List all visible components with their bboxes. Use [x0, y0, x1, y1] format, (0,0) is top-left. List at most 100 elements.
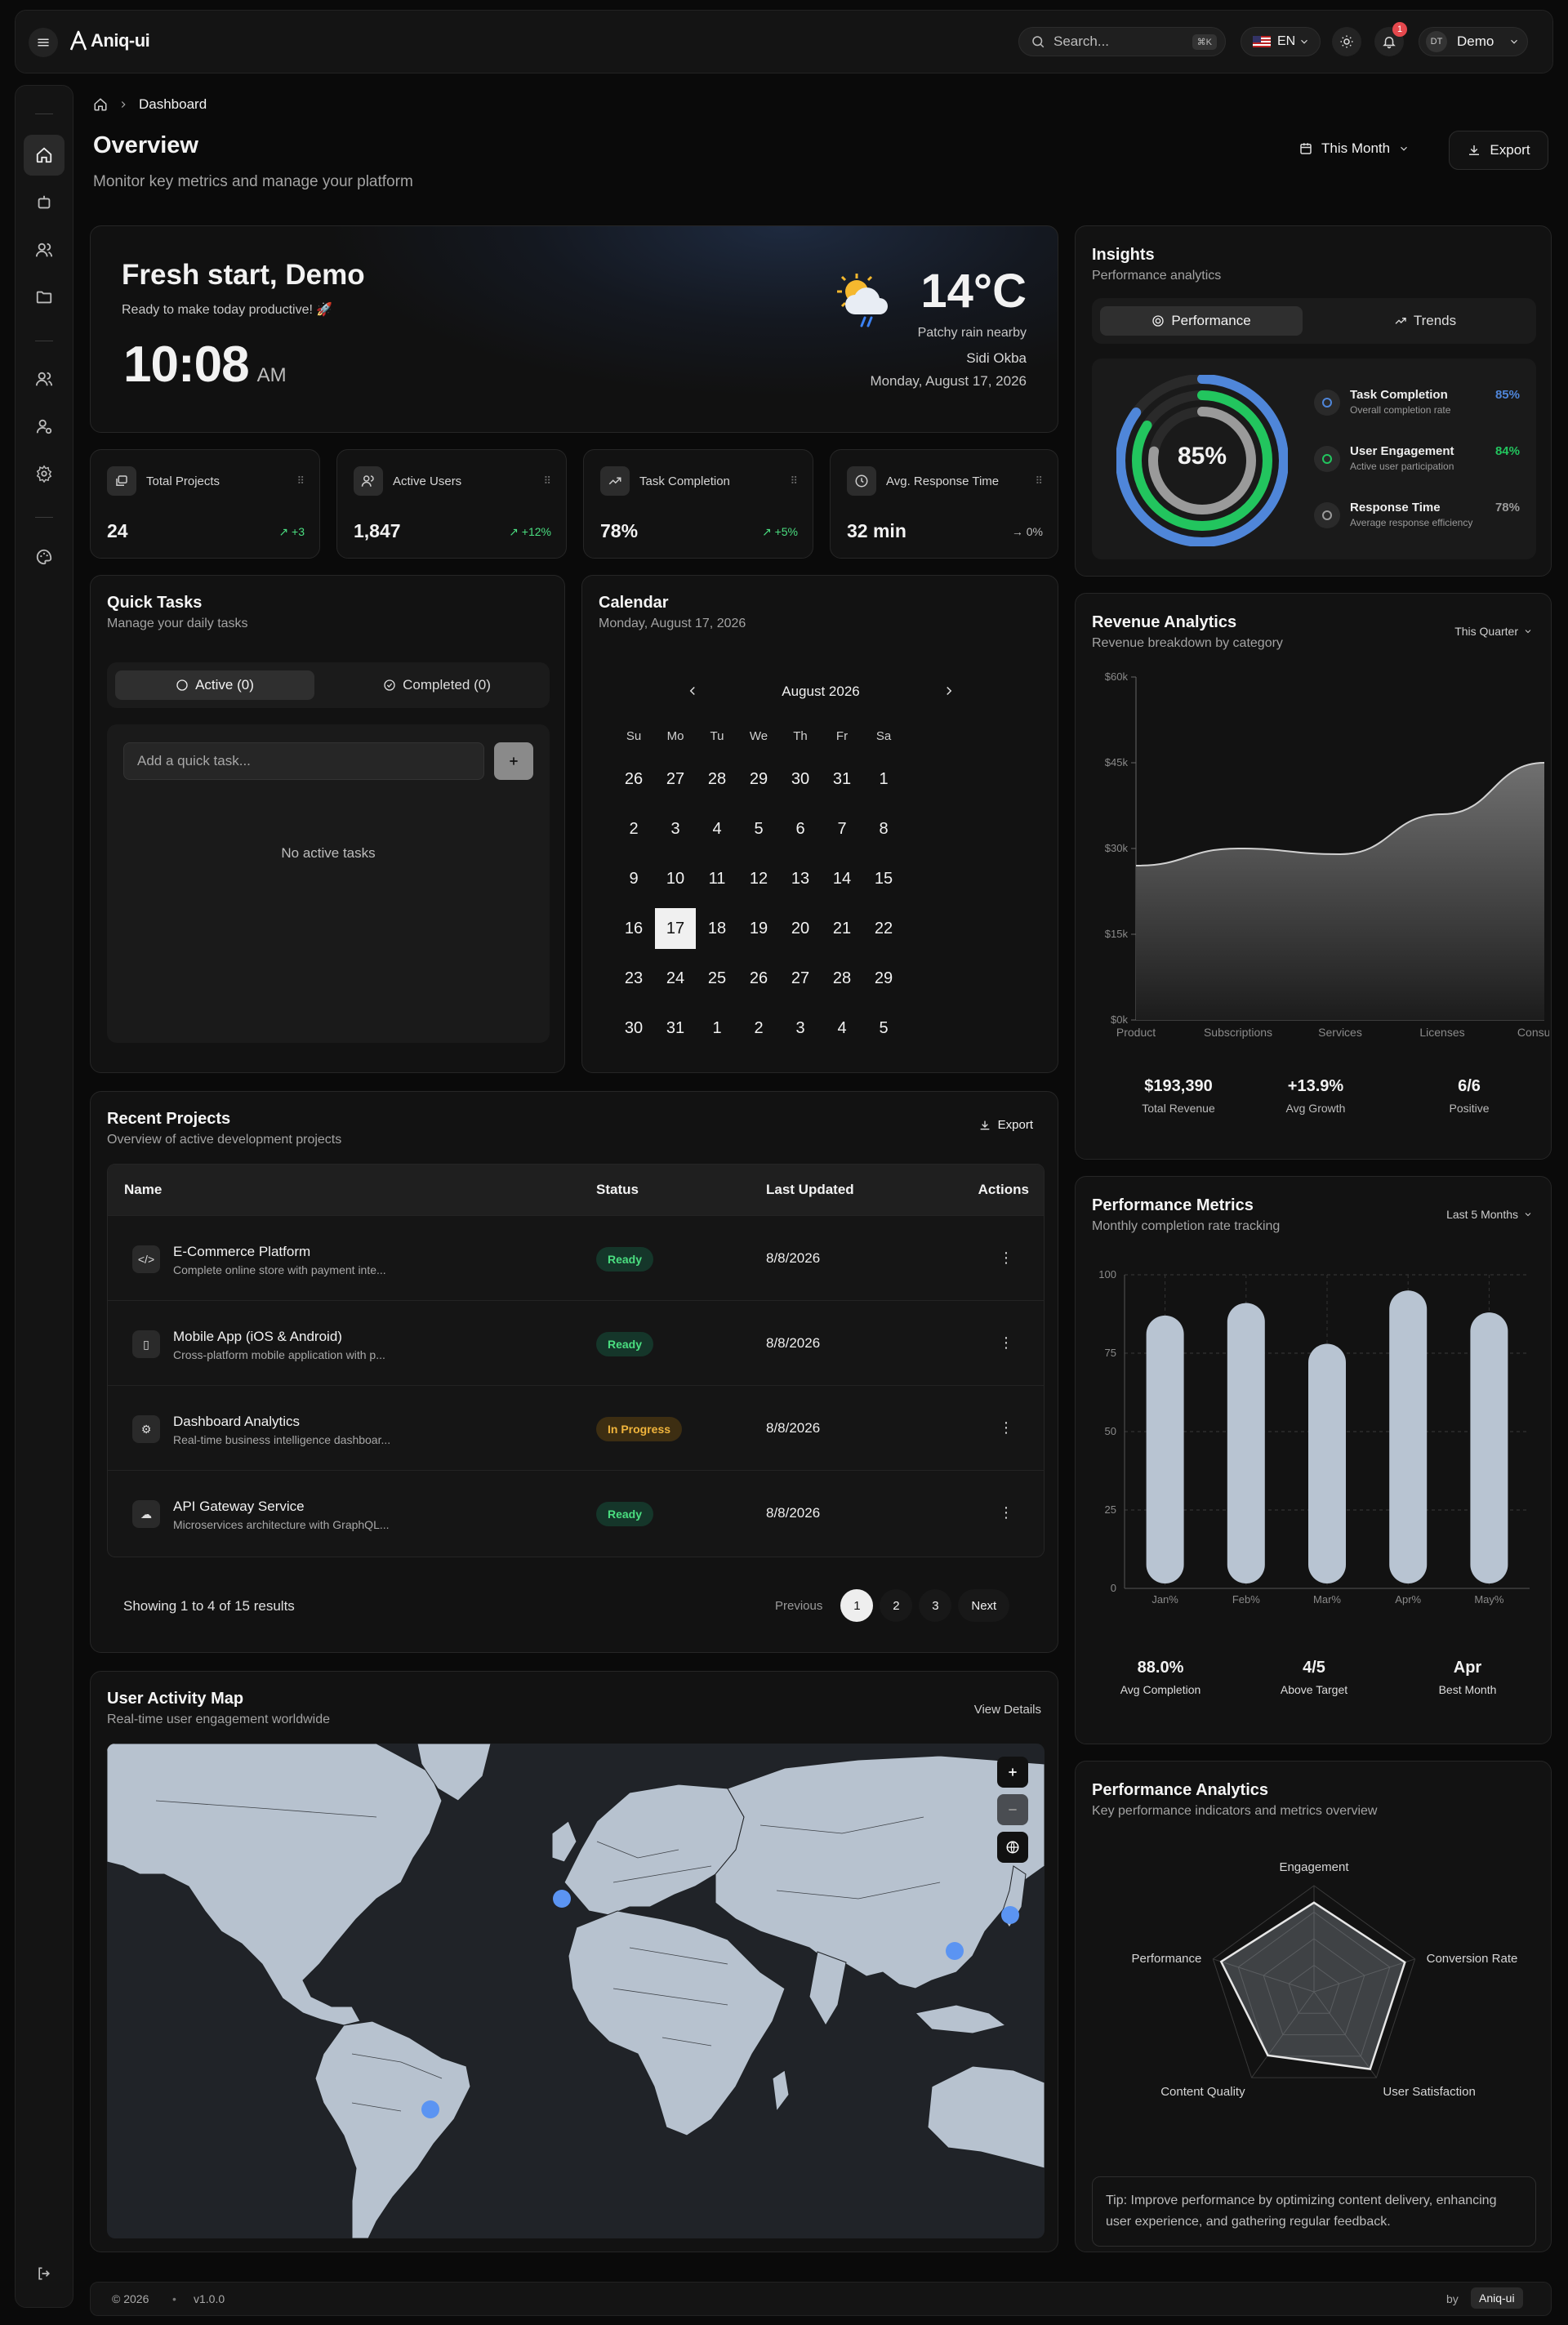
sidebar-item-home[interactable]	[24, 135, 65, 176]
calendar-day[interactable]: 25	[707, 969, 727, 987]
calendar-day[interactable]: 23	[624, 969, 644, 987]
zoom-in-button[interactable]	[997, 1757, 1028, 1788]
calendar-day[interactable]: 18	[707, 919, 727, 938]
table-row[interactable]: ☁ API Gateway Service Microservices archit…	[108, 1470, 1044, 1555]
sidebar-item-users[interactable]	[24, 359, 65, 399]
period-selector[interactable]: This Month	[1285, 131, 1418, 167]
menu-toggle-button[interactable]	[29, 28, 58, 57]
activity-marker[interactable]	[1001, 1906, 1019, 1924]
calendar-day[interactable]: 6	[795, 819, 805, 838]
chevron-right-icon[interactable]	[942, 684, 956, 698]
calendar-day[interactable]: 7	[837, 819, 847, 838]
notifications-button[interactable]: 1	[1374, 22, 1407, 56]
world-map[interactable]	[107, 1744, 1045, 2238]
calendar-day[interactable]: 2	[754, 1018, 764, 1037]
home-icon[interactable]	[93, 97, 108, 112]
tab-active-tasks[interactable]: Active (0)	[115, 670, 314, 700]
revenue-period-selector[interactable]: This Quarter	[1454, 625, 1533, 638]
calendar-day[interactable]: 21	[832, 919, 852, 938]
calendar-day[interactable]: 11	[708, 869, 726, 888]
pagination-next[interactable]: Next	[958, 1589, 1010, 1622]
table-row[interactable]: ▯ Mobile App (iOS & Android) Cross-platfor…	[108, 1300, 1044, 1385]
pagination-page-1[interactable]: 1	[840, 1589, 874, 1622]
search-input[interactable]: Search...	[1054, 33, 1110, 49]
calendar-day[interactable]: 2	[629, 819, 639, 838]
calendar-day[interactable]: 13	[791, 869, 810, 888]
calendar-day[interactable]: 30	[624, 1018, 644, 1037]
logo[interactable]: Aniq-ui	[69, 30, 150, 51]
calendar-day[interactable]: 5	[754, 819, 764, 838]
calendar-day[interactable]: 29	[874, 969, 893, 987]
calendar-day[interactable]: 30	[791, 769, 810, 788]
calendar-day[interactable]: 19	[749, 919, 768, 938]
calendar-day[interactable]: 31	[832, 769, 852, 788]
calendar-day[interactable]: 1	[879, 769, 889, 788]
activity-marker[interactable]	[421, 2100, 439, 2118]
export-button[interactable]: Export	[1449, 131, 1548, 170]
calendar-day[interactable]: 5	[879, 1018, 889, 1037]
calendar-day[interactable]: 20	[791, 919, 810, 938]
drag-handle-icon[interactable]: ⠿	[296, 474, 305, 487]
calendar-day[interactable]: 29	[749, 769, 768, 788]
user-menu[interactable]: DT Demo	[1419, 27, 1528, 56]
view-details-link[interactable]: View Details	[973, 1703, 1041, 1717]
activity-marker[interactable]	[946, 1942, 964, 1960]
calendar-day[interactable]: 24	[666, 969, 685, 987]
sidebar-item-ai[interactable]	[24, 182, 65, 223]
pagination-previous[interactable]: Previous	[775, 1598, 823, 1613]
sidebar-item-settings[interactable]	[24, 453, 65, 494]
more-vertical-icon[interactable]: ⋮	[999, 1334, 1013, 1351]
tab-trends[interactable]: Trends	[1324, 306, 1526, 336]
sidebar-item-files[interactable]	[24, 277, 65, 318]
sidebar-item-themes[interactable]	[24, 537, 65, 577]
calendar-day[interactable]: 4	[712, 819, 722, 838]
activity-marker[interactable]	[553, 1890, 571, 1908]
drag-handle-icon[interactable]: ⠿	[790, 474, 798, 487]
calendar-day[interactable]: 1	[712, 1018, 722, 1037]
bar[interactable]	[1227, 1303, 1265, 1583]
calendar-day[interactable]: 26	[749, 969, 768, 987]
tab-completed-tasks[interactable]: Completed (0)	[337, 670, 537, 700]
reset-view-button[interactable]	[997, 1832, 1028, 1863]
bar[interactable]	[1146, 1315, 1184, 1583]
more-vertical-icon[interactable]: ⋮	[999, 1419, 1013, 1436]
calendar-day[interactable]: 16	[624, 919, 644, 938]
calendar-day[interactable]: 9	[629, 869, 639, 888]
zoom-out-button[interactable]	[997, 1794, 1028, 1825]
perf-period-selector[interactable]: Last 5 Months	[1446, 1208, 1533, 1221]
calendar-day[interactable]: 8	[879, 819, 889, 838]
calendar-day[interactable]: 3	[670, 819, 680, 838]
search-box[interactable]: Search... ⌘K	[1018, 27, 1226, 56]
calendar-day[interactable]: 14	[832, 869, 852, 888]
calendar-day[interactable]: 4	[837, 1018, 847, 1037]
theme-toggle-button[interactable]	[1332, 27, 1361, 56]
calendar-day[interactable]: 27	[791, 969, 810, 987]
bar[interactable]	[1308, 1343, 1346, 1583]
chevron-left-icon[interactable]	[685, 684, 700, 698]
sidebar-item-profile[interactable]	[24, 406, 65, 447]
calendar-day[interactable]: 27	[666, 769, 685, 788]
tab-performance[interactable]: Performance	[1100, 306, 1303, 336]
calendar-day[interactable]: 28	[832, 969, 852, 987]
add-task-button[interactable]	[494, 742, 533, 780]
calendar-day[interactable]: 22	[874, 919, 893, 938]
table-row[interactable]: </> E-Commerce Platform Complete online st…	[108, 1215, 1044, 1300]
calendar-day[interactable]: 17	[655, 908, 696, 949]
bar[interactable]	[1470, 1312, 1508, 1583]
drag-handle-icon[interactable]: ⠿	[1035, 474, 1043, 487]
calendar-day[interactable]: 28	[707, 769, 727, 788]
language-selector[interactable]: EN	[1241, 27, 1321, 56]
drag-handle-icon[interactable]: ⠿	[543, 474, 551, 487]
projects-export-button[interactable]: Export	[978, 1118, 1033, 1132]
footer-brand[interactable]: Aniq-ui	[1471, 2287, 1523, 2309]
quick-task-input[interactable]: Add a quick task...	[123, 742, 484, 780]
calendar-day[interactable]: 12	[749, 869, 768, 888]
sidebar-item-logout[interactable]	[24, 2253, 65, 2294]
calendar-day[interactable]: 3	[795, 1018, 805, 1037]
more-vertical-icon[interactable]: ⋮	[999, 1249, 1013, 1266]
pagination-page-2[interactable]: 2	[880, 1589, 913, 1622]
calendar-day[interactable]: 15	[874, 869, 893, 888]
calendar-day[interactable]: 26	[624, 769, 644, 788]
pagination-page-3[interactable]: 3	[919, 1589, 952, 1622]
more-vertical-icon[interactable]: ⋮	[999, 1503, 1013, 1521]
